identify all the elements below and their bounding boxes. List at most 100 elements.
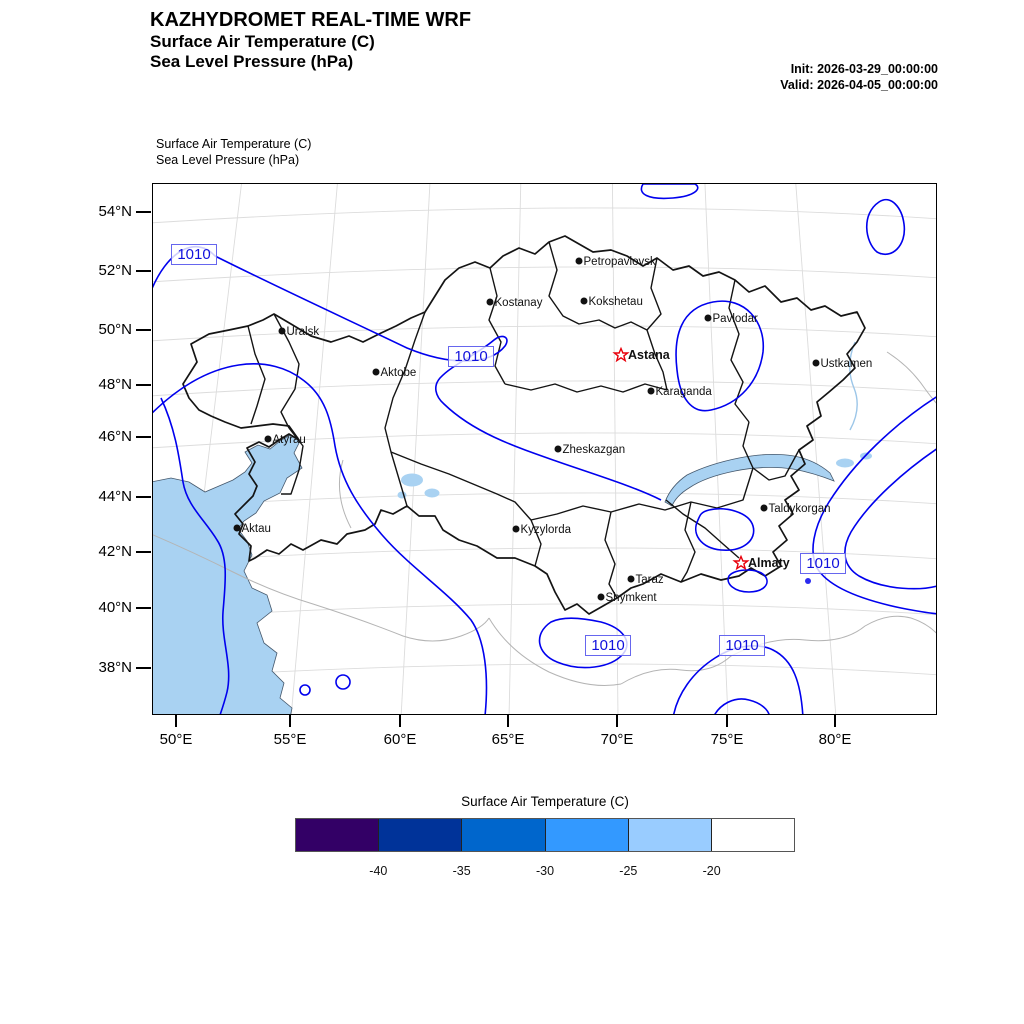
city-marker-astana: Astana <box>612 346 671 363</box>
city-dot-icon <box>512 525 520 533</box>
plot-subtitle-pressure: Sea Level Pressure (hPa) <box>150 52 354 72</box>
x-axis-tick-label: 70°E <box>600 731 634 748</box>
city-dot-icon <box>486 298 494 306</box>
city-marker-kostanay: Kostanay <box>486 297 543 309</box>
y-axis-tick <box>136 211 151 213</box>
city-marker-kyzylorda: Kyzylorda <box>512 524 572 536</box>
city-label: Taraz <box>636 574 664 586</box>
city-dot-icon <box>627 575 635 583</box>
latitude-line <box>153 380 936 397</box>
y-axis-tick <box>136 607 151 609</box>
field-label-block: Surface Air Temperature (C) Sea Level Pr… <box>156 136 311 168</box>
x-axis-tick <box>399 714 401 727</box>
valid-time-label: Valid: 2026-04-05_00:00:00 <box>780 77 938 92</box>
x-axis-tick-label: 50°E <box>159 731 193 748</box>
x-axis-tick <box>289 714 291 727</box>
latitude-line <box>153 266 936 283</box>
y-axis-tick <box>136 496 151 498</box>
city-label: Almaty <box>748 556 790 570</box>
longitude-line <box>400 184 431 714</box>
y-axis-tick <box>136 329 151 331</box>
colorbar-segment-2 <box>462 819 546 851</box>
colorbar-tick-label: -20 <box>702 864 721 878</box>
neighbor-country-borders <box>153 351 936 686</box>
city-marker-zheskazgan: Zheskazgan <box>554 444 626 456</box>
x-axis-tick <box>726 714 728 727</box>
colorbar <box>295 818 795 852</box>
city-dot-icon <box>264 435 272 443</box>
map-frame: Petropavlovsk Kostanay Kokshetau Pavlodar Ur… <box>152 183 937 715</box>
y-axis-tick-label: 46°N <box>98 428 132 445</box>
city-marker-petropavlovsk: Petropavlovsk <box>575 256 656 268</box>
x-axis-tick <box>175 714 177 727</box>
city-markers: Petropavlovsk Kostanay Kokshetau Pavlodar Ur… <box>233 256 872 604</box>
oblast-borders <box>247 241 800 599</box>
longitude-line <box>795 184 837 714</box>
pressure-contour-label: 1010 <box>448 346 494 367</box>
longitude-line <box>290 184 338 714</box>
y-axis-tick <box>136 270 151 272</box>
caspian-sea <box>153 434 303 714</box>
city-dot-icon <box>597 593 605 601</box>
city-label: Zheskazgan <box>563 444 626 456</box>
colorbar-title: Surface Air Temperature (C) <box>461 794 629 809</box>
city-label: Petropavlovsk <box>584 256 656 268</box>
city-marker-aktobe: Aktobe <box>372 367 417 379</box>
latitude-line <box>153 603 936 620</box>
y-axis-tick-label: 48°N <box>98 376 132 393</box>
city-label: Kokshetau <box>589 296 643 308</box>
x-axis-tick-label: 80°E <box>818 731 852 748</box>
latitude-line <box>153 432 936 449</box>
city-marker-taldykorgan: Taldykorgan <box>760 503 831 515</box>
longitude-line <box>704 184 729 714</box>
capital-star-icon <box>732 554 750 571</box>
colorbar-tick-label: -30 <box>535 864 555 878</box>
pressure-contour-label: 1010 <box>171 244 217 265</box>
lake-alakol <box>836 458 854 468</box>
kazakhstan-outer-border <box>182 235 866 615</box>
irtysh-river <box>849 341 858 431</box>
field-label-pressure: Sea Level Pressure (hPa) <box>156 153 300 167</box>
city-dot-icon <box>554 445 562 453</box>
colorbar-segment-5 <box>711 819 795 851</box>
city-label: Uralsk <box>287 326 320 338</box>
city-marker-atyrau: Atyrau <box>264 434 306 446</box>
y-axis-tick-label: 44°N <box>98 488 132 505</box>
city-marker-kokshetau: Kokshetau <box>580 296 643 308</box>
latitude-line <box>153 492 936 509</box>
city-label: Aktobe <box>381 367 417 379</box>
aral-sea-east <box>424 488 440 498</box>
city-label: Karaganda <box>656 386 713 398</box>
city-dot-icon <box>575 257 583 265</box>
y-axis-tick-label: 52°N <box>98 262 132 279</box>
x-axis-tick-label: 65°E <box>491 731 525 748</box>
x-axis-tick-label: 75°E <box>710 731 744 748</box>
x-axis-tick <box>834 714 836 727</box>
city-marker-aktau: Aktau <box>233 523 271 535</box>
latitude-line <box>153 325 936 342</box>
colorbar-tick-label: -40 <box>369 864 388 878</box>
city-label: Taldykorgan <box>769 503 831 515</box>
kazakhstan-borders <box>182 235 866 615</box>
run-time-block: Init: 2026-03-29_00:00:00 Valid: 2026-04… <box>780 62 938 93</box>
y-axis-tick <box>136 384 151 386</box>
city-marker-ustkamen: Ustkamen <box>812 358 872 370</box>
city-dot-icon <box>812 359 820 367</box>
city-marker-uralsk: Uralsk <box>278 326 320 338</box>
city-label: Shymkent <box>606 592 658 604</box>
colorbar-segment-0 <box>296 819 380 851</box>
city-marker-pavlodar: Pavlodar <box>704 313 758 325</box>
colorbar-segment-4 <box>628 819 712 851</box>
city-dot-icon <box>278 327 286 335</box>
city-dot-icon <box>372 368 380 376</box>
y-axis-tick <box>136 551 151 553</box>
colorbar-tick-label: -35 <box>452 864 471 878</box>
colorbar-segment-1 <box>379 819 463 851</box>
city-dot-icon <box>647 387 655 395</box>
city-label: Aktau <box>242 523 271 535</box>
aral-sea-north <box>401 473 423 487</box>
longitude-line <box>508 184 522 714</box>
plot-title: KAZHYDROMET REAL-TIME WRF <box>150 9 472 31</box>
field-label-temperature: Surface Air Temperature (C) <box>156 137 312 151</box>
